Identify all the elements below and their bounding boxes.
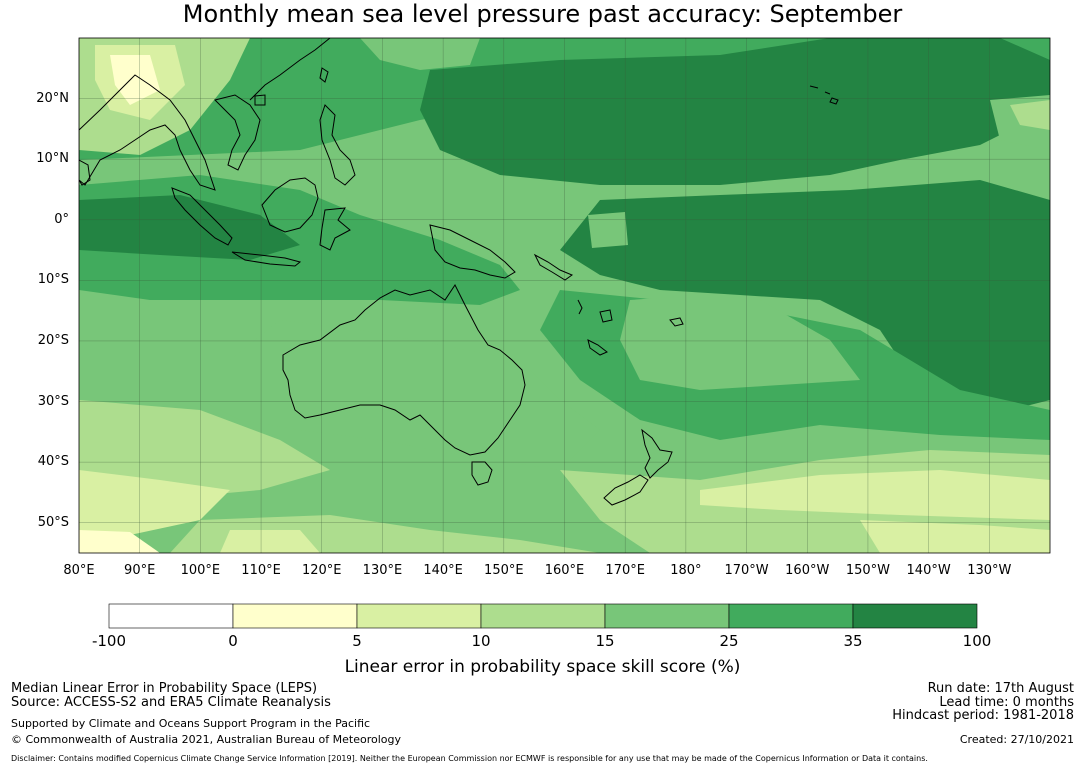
colorbar-tick-label: 25 [719,632,739,650]
colorbar-label: Linear error in probability space skill … [344,657,741,677]
latitude-label: 20°S [37,332,69,348]
skill-region [1010,100,1050,130]
hainan-coastline [254,94,266,106]
australia-coastline [282,284,526,456]
footer-source: Source: ACCESS-S2 and ERA5 Climate Reana… [11,695,331,710]
colorbar-tick-label: 35 [843,632,863,650]
latitude-label: 50°S [37,514,69,530]
colorbar-swatch [480,603,606,629]
solomon-islands-coastline [533,253,574,281]
fiji-coastline [599,309,613,323]
longitude-label: 120°E [301,563,342,578]
longitude-label: 110°E [241,563,281,578]
colorbar-swatch [604,603,730,629]
footer-lead-time: Lead time: 0 months [939,695,1074,710]
latitude-label: 40°S [37,454,69,470]
colorbar-tick-label: -100 [91,632,127,650]
latitude-label: 30°S [37,393,69,409]
footer-support: Supported by Climate and Oceans Support … [11,717,371,730]
longitude-label: 180° [670,563,702,578]
philippines-coastline [319,104,356,186]
latitude-label: 20°N [36,90,69,106]
longitude-label: 80°E [63,563,95,578]
sulawesi-coastline [319,207,351,251]
colorbar-swatch [108,603,234,629]
southeast-asia-coastline [79,74,216,191]
footer-hindcast: Hindcast period: 1981-2018 [892,708,1074,723]
longitude-label: 140°E [423,563,463,578]
map-frame [78,37,1051,554]
colorbar-tick-label: 10 [471,632,491,650]
longitude-label: 160°W [785,563,830,578]
latitude-label: 0° [54,211,69,227]
longitude-label: 160°E [544,563,585,578]
longitude-label: 150°W [845,563,891,578]
longitude-label: 150°E [484,563,524,578]
vanuatu-coastline [577,299,583,315]
borneo-coastline [261,177,319,233]
new-caledonia-coastline [587,339,608,356]
colorbar-tick-label: 5 [352,632,362,650]
colorbar [108,603,978,629]
skill-region [700,470,1050,520]
map-title: Monthly mean sea level pressure past acc… [182,0,903,28]
sri-lanka-coastline [79,159,91,186]
gridlines [79,38,1050,553]
indochina-coastline [214,94,261,171]
colorbar-swatch [852,603,978,629]
skill-region [860,520,1050,553]
china-coastline [249,38,331,101]
longitude-label: 170°E [605,563,645,578]
hawaii-coastline [809,85,839,105]
skill-region [588,212,628,248]
longitude-label: 90°E [124,563,156,578]
latitude-label: 10°S [37,272,69,288]
longitude-label: 130°W [967,563,1012,578]
coastlines [79,38,839,506]
skill-region [110,55,160,105]
sumatra-coastline [171,187,233,246]
latitude-label: 10°N [36,151,69,167]
skill-region [220,530,320,553]
longitude-label: 130°E [362,563,403,578]
footer-run-date: Run date: 17th August [927,681,1074,696]
new-guinea-coastline [429,224,516,279]
samoa-coastline [669,317,684,327]
footer-method: Median Linear Error in Probability Space… [11,681,318,696]
colorbar-swatch [232,603,358,629]
tasmania-coastline [471,461,493,486]
colorbar-tick-label: 15 [595,632,615,650]
skill-region [560,180,1050,410]
skill-region [200,320,600,470]
skill-region [360,38,480,70]
longitude-label: 100°E [180,563,221,578]
longitude-label: 170°W [724,563,769,578]
colorbar-tick-label: 100 [962,632,992,650]
skill-region [420,38,1050,185]
new-zealand-south-coastline [603,474,649,506]
longitude-label: 140°W [906,563,951,578]
footer-created: Created: 27/10/2021 [959,733,1074,746]
skill-region [79,195,300,260]
footer-copyright: © Commonwealth of Australia 2021, Austra… [11,733,401,746]
colorbar-swatch [728,603,854,629]
footer-disclaimer: Disclaimer: Contains modified Copernicus… [11,754,928,763]
colorbar-swatch [356,603,482,629]
colorbar-tick-label: 0 [228,632,238,650]
taiwan-coastline [319,67,329,83]
java-coastline [231,251,302,267]
new-zealand-north-coastline [641,428,673,479]
